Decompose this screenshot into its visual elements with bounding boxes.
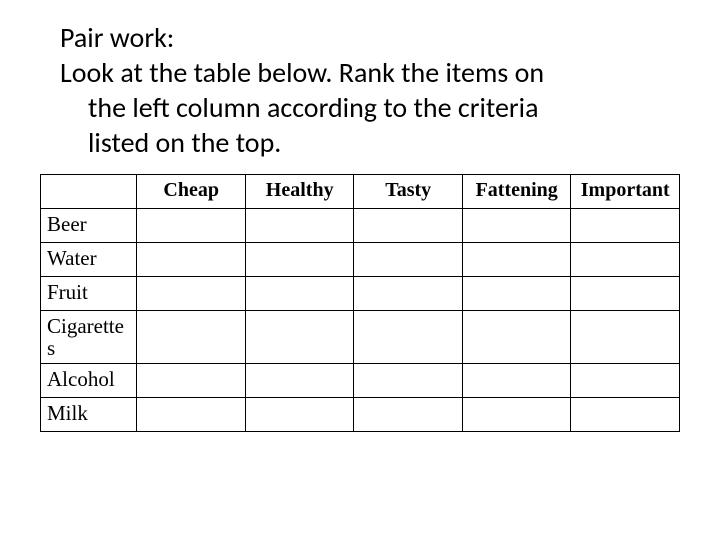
cell xyxy=(245,364,354,398)
table-row: Fruit xyxy=(41,277,680,311)
col-header-tasty: Tasty xyxy=(354,175,463,209)
heading-line-2: Look at the table below. Rank the items … xyxy=(60,55,650,90)
cell xyxy=(571,398,680,432)
cell xyxy=(245,277,354,311)
cell xyxy=(571,277,680,311)
cell xyxy=(462,243,571,277)
row-label-beer: Beer xyxy=(41,209,137,243)
row-label-water: Water xyxy=(41,243,137,277)
cell xyxy=(462,311,571,364)
cell xyxy=(462,209,571,243)
heading-line-3: the left column according to the criteri… xyxy=(60,90,650,125)
col-header-cheap: Cheap xyxy=(137,175,246,209)
table-row: Cigarettes xyxy=(41,311,680,364)
cell xyxy=(245,311,354,364)
cell xyxy=(462,398,571,432)
cell xyxy=(354,209,463,243)
cell xyxy=(571,311,680,364)
table-row: Milk xyxy=(41,398,680,432)
col-header-healthy: Healthy xyxy=(245,175,354,209)
col-header-important: Important xyxy=(571,175,680,209)
cell xyxy=(137,311,246,364)
heading-line-1: Pair work: xyxy=(60,20,650,55)
row-label-milk: Milk xyxy=(41,398,137,432)
cell xyxy=(462,277,571,311)
cell xyxy=(571,243,680,277)
cell xyxy=(354,364,463,398)
cell xyxy=(245,243,354,277)
slide: Pair work: Look at the table below. Rank… xyxy=(0,0,720,540)
table-header-row: Cheap Healthy Tasty Fattening Important xyxy=(41,175,680,209)
table-row: Water xyxy=(41,243,680,277)
ranking-table: Cheap Healthy Tasty Fattening Important … xyxy=(40,174,680,432)
table-row: Beer xyxy=(41,209,680,243)
cell xyxy=(137,209,246,243)
table-row: Alcohol xyxy=(41,364,680,398)
cell xyxy=(245,209,354,243)
heading-line-4: listed on the top. xyxy=(60,125,650,160)
col-header-fattening: Fattening xyxy=(462,175,571,209)
cell xyxy=(571,209,680,243)
cell xyxy=(245,398,354,432)
row-label-alcohol: Alcohol xyxy=(41,364,137,398)
cell xyxy=(137,243,246,277)
cell xyxy=(462,364,571,398)
cell xyxy=(137,398,246,432)
table-corner-cell xyxy=(41,175,137,209)
cell xyxy=(354,243,463,277)
instruction-heading: Pair work: Look at the table below. Rank… xyxy=(60,20,680,160)
cell xyxy=(571,364,680,398)
row-label-fruit: Fruit xyxy=(41,277,137,311)
cell xyxy=(354,398,463,432)
row-label-cigarettes: Cigarettes xyxy=(41,311,137,364)
cell xyxy=(137,364,246,398)
cell xyxy=(137,277,246,311)
cell xyxy=(354,311,463,364)
cell xyxy=(354,277,463,311)
